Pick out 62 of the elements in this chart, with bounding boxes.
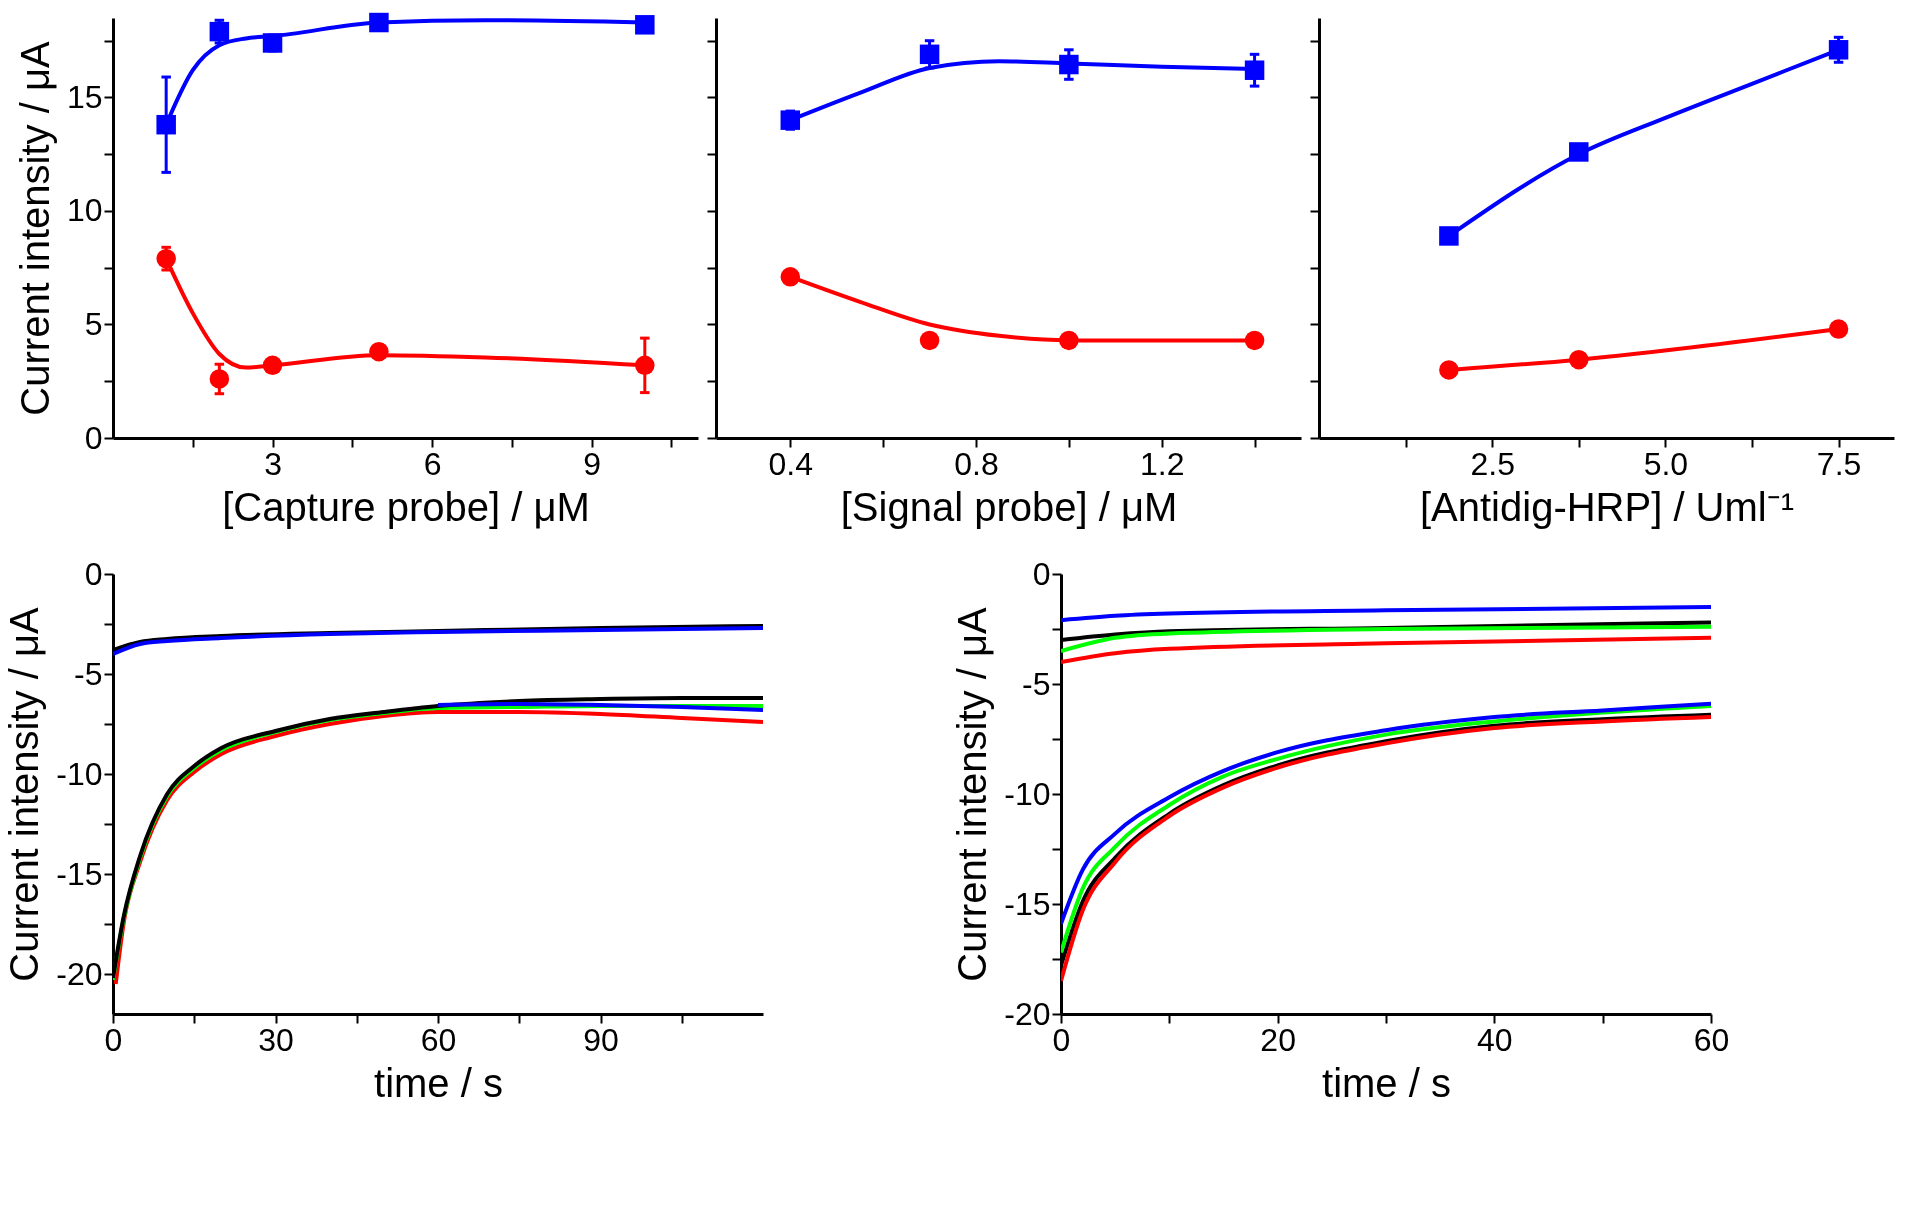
x-tick-label: 90: [583, 1021, 619, 1058]
y-axis-title: Current intensity / μA: [2, 607, 47, 982]
point: [1569, 142, 1589, 162]
point: [369, 12, 389, 33]
x-tick-label: 6: [423, 445, 442, 482]
y-tick-label: 15: [66, 78, 103, 115]
point: [919, 330, 940, 351]
point: [635, 15, 655, 35]
point: [262, 355, 283, 376]
x-tick-label: 20: [1260, 1021, 1296, 1058]
y-tick-label: 10: [66, 192, 103, 229]
y-tick-label: -15: [1004, 885, 1051, 922]
line-series: [1061, 635, 1711, 664]
y-tick-label: -15: [56, 855, 103, 892]
point: [1439, 226, 1459, 246]
x-axis-title: time / s: [1322, 1060, 1451, 1105]
y-axis-title: Current intensity / μA: [12, 41, 57, 416]
point: [369, 342, 389, 362]
y-tick-label: 0: [84, 419, 103, 456]
y-tick-label: 0: [1032, 555, 1051, 592]
point: [780, 267, 801, 287]
line-series: [436, 702, 763, 712]
y-tick-label: -5: [74, 655, 103, 692]
point: [1439, 360, 1459, 380]
point: [1569, 349, 1589, 370]
point: [635, 355, 655, 376]
x-axis-title: [Antidig-HRP] / Uml⁻¹: [1419, 484, 1795, 529]
point: [1244, 330, 1265, 351]
x-tick-label: 0.8: [954, 445, 999, 482]
point: [1244, 60, 1265, 80]
y-tick-label: -10: [56, 755, 103, 792]
x-tick-label: 60: [1693, 1021, 1730, 1058]
point: [209, 369, 230, 389]
y-axis-title: Current intensity / μA: [950, 607, 995, 982]
point: [1828, 319, 1849, 339]
x-tick-label: 40: [1477, 1021, 1513, 1058]
x-tick-label: 0.4: [768, 445, 814, 482]
y-tick-label: -20: [56, 955, 103, 992]
y-tick-label: 5: [84, 305, 103, 342]
x-axis-title: [Capture probe] / μM: [222, 484, 590, 529]
x-tick-label: 5.0: [1643, 445, 1689, 482]
x-tick-label: 9: [583, 445, 602, 482]
point: [1059, 54, 1079, 75]
point: [1059, 330, 1079, 351]
y-tick-label: 0: [84, 555, 103, 592]
x-tick-label: 30: [258, 1021, 294, 1058]
x-tick-label: 7.5: [1816, 445, 1862, 482]
y-tick-label: -20: [1004, 995, 1051, 1032]
x-axis-title: time / s: [374, 1060, 503, 1105]
x-axis-title: [Signal probe] / μM: [840, 484, 1178, 529]
line-series: [1061, 624, 1711, 653]
y-tick-label: -10: [1004, 775, 1051, 812]
point: [919, 44, 940, 65]
point: [156, 248, 176, 269]
point: [209, 21, 230, 42]
line-series: [1061, 605, 1711, 623]
x-tick-label: 2.5: [1470, 445, 1515, 482]
point: [156, 114, 176, 135]
x-tick-label: 1.2: [1139, 445, 1185, 482]
x-tick-label: 3: [264, 445, 282, 482]
x-tick-label: 60: [420, 1021, 457, 1058]
y-tick-label: -5: [1022, 665, 1051, 702]
